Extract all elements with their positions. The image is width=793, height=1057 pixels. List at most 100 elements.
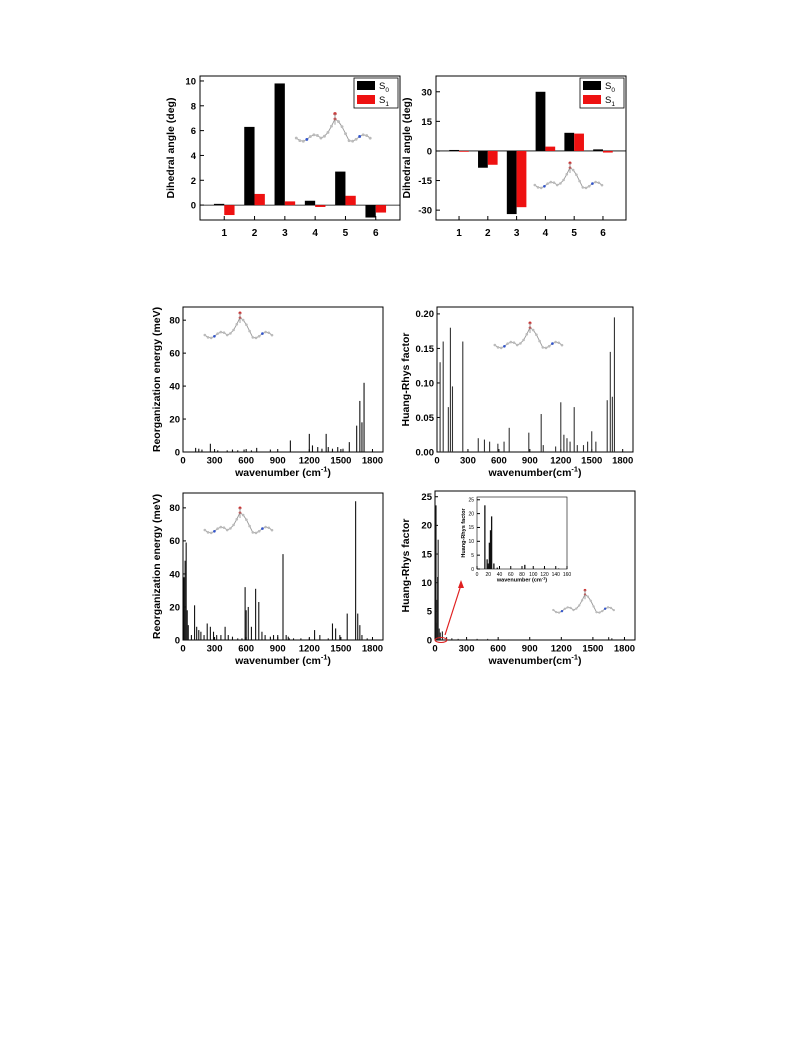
- molecule-atom: [225, 528, 229, 532]
- y-tick-label: 0.20: [416, 309, 435, 320]
- molecule-atom: [261, 332, 264, 335]
- molecule-structure: [533, 161, 604, 190]
- molecule-atom: [547, 344, 551, 348]
- y-tick-label: 20: [169, 602, 180, 613]
- y-tick-label: 80: [169, 316, 180, 327]
- molecule-atom: [365, 134, 369, 137]
- molecule-atom: [326, 130, 330, 134]
- molecule-atom: [248, 329, 251, 333]
- molecule-atom: [563, 607, 567, 610]
- legend-swatch: [583, 81, 601, 90]
- y-tick-label: 20: [468, 511, 474, 517]
- x-tick-label: 0: [476, 572, 479, 578]
- y-tick-label: 5: [471, 553, 474, 559]
- x-tick-label: 20: [485, 572, 491, 578]
- molecule-atom: [559, 182, 562, 185]
- molecule-atom: [546, 182, 549, 185]
- molecule-atom: [575, 607, 578, 610]
- x-tick-label: 1800: [362, 644, 383, 655]
- bar: [254, 193, 265, 206]
- bar: [593, 149, 603, 151]
- chart-huang-rhys-top: 0 300 600 900 1200 1500 1800 0.00 0.05 0.10 0.15 0.…: [400, 306, 634, 479]
- highlight-ellipse: [434, 637, 448, 643]
- y-tick-label: 0: [427, 635, 432, 646]
- x-tick-label: 2: [485, 228, 491, 239]
- molecule-atom: [560, 609, 564, 613]
- molecule-atom: [551, 342, 554, 345]
- y-tick-label: 6: [191, 126, 196, 137]
- molecule-atom: [340, 125, 344, 129]
- y-tick-label: 2: [191, 176, 196, 187]
- legend-swatch: [357, 95, 375, 104]
- molecule-atom: [592, 605, 595, 608]
- y-tick-label: 15: [421, 549, 432, 560]
- x-tick-label: 6: [600, 228, 606, 239]
- bar: [564, 132, 575, 151]
- y-tick-label: -30: [418, 206, 432, 217]
- x-axis-label: wavenumber (cm-1): [234, 465, 331, 479]
- molecule-atom: [572, 608, 575, 612]
- molecule-atom: [549, 180, 553, 184]
- x-tick-label: 160: [563, 572, 572, 578]
- bar: [345, 195, 356, 206]
- molecule-atom: [519, 342, 522, 345]
- x-tick-label: 1500: [330, 456, 351, 467]
- molecule-atom: [301, 139, 305, 143]
- plot-frame: [434, 490, 636, 641]
- molecule-atom: [209, 336, 213, 340]
- y-tick-label: 0.10: [416, 378, 435, 389]
- molecule-atom: [248, 524, 251, 528]
- molecule-atom: [536, 186, 540, 189]
- bar: [274, 83, 285, 206]
- molecule-atom: [298, 139, 302, 143]
- molecule-atom: [209, 531, 213, 535]
- molecule-atom: [241, 318, 245, 322]
- x-tick-label: 6: [373, 228, 379, 239]
- molecule-atom: [533, 183, 537, 187]
- molecule-atom: [264, 525, 267, 529]
- bar: [478, 150, 488, 168]
- bar: [516, 150, 527, 208]
- y-tick-label: 40: [169, 381, 180, 392]
- y-tick-label: 10: [421, 578, 432, 589]
- y-tick-label: 0: [427, 146, 432, 157]
- molecule-atom: [245, 518, 248, 522]
- bar: [487, 150, 498, 165]
- y-axis-label: Reorganization energy (meV): [151, 307, 163, 452]
- x-tick-label: 3: [514, 228, 520, 239]
- x-tick-label: 1200: [299, 456, 320, 467]
- molecule-atom: [235, 517, 239, 521]
- molecule-atom: [586, 595, 590, 598]
- molecule-structure: [294, 112, 372, 143]
- y-tick-label: 0: [191, 201, 196, 212]
- x-tick-label: 5: [343, 228, 349, 239]
- molecule-atom: [543, 184, 546, 188]
- bar: [213, 203, 225, 206]
- molecule-atom: [522, 338, 525, 342]
- molecule-atom: [496, 346, 500, 349]
- bar: [304, 200, 316, 206]
- molecule-atom: [222, 526, 226, 529]
- molecule-atom: [232, 523, 235, 527]
- x-tick-label: 2: [252, 228, 258, 239]
- molecule-atom: [264, 330, 267, 334]
- molecule-atom: [557, 341, 561, 345]
- molecule-atom: [512, 341, 516, 344]
- y-tick-label: 0: [175, 635, 180, 646]
- molecule-atom: [319, 136, 323, 140]
- molecule-atom: [270, 333, 274, 337]
- y-tick-label: 10: [468, 539, 474, 545]
- x-tick-label: 600: [490, 644, 506, 655]
- molecule-atom: [600, 183, 604, 187]
- y-tick-label: 10: [185, 76, 196, 87]
- chart-dihedral-right: -30 -15 0 15 30 1 2 3 4 5 6 Dihedral angle (deg) S0S…: [401, 75, 627, 239]
- molecule-atom: [261, 527, 264, 530]
- molecule-atom: [330, 124, 333, 128]
- legend-label: S1: [605, 95, 615, 108]
- molecule-atom: [312, 133, 316, 137]
- molecule-atom: [251, 531, 255, 534]
- molecule-atom: [203, 528, 207, 532]
- x-tick-label: 300: [459, 644, 475, 655]
- molecule-atom: [232, 328, 235, 332]
- x-tick-label: 5: [571, 228, 577, 239]
